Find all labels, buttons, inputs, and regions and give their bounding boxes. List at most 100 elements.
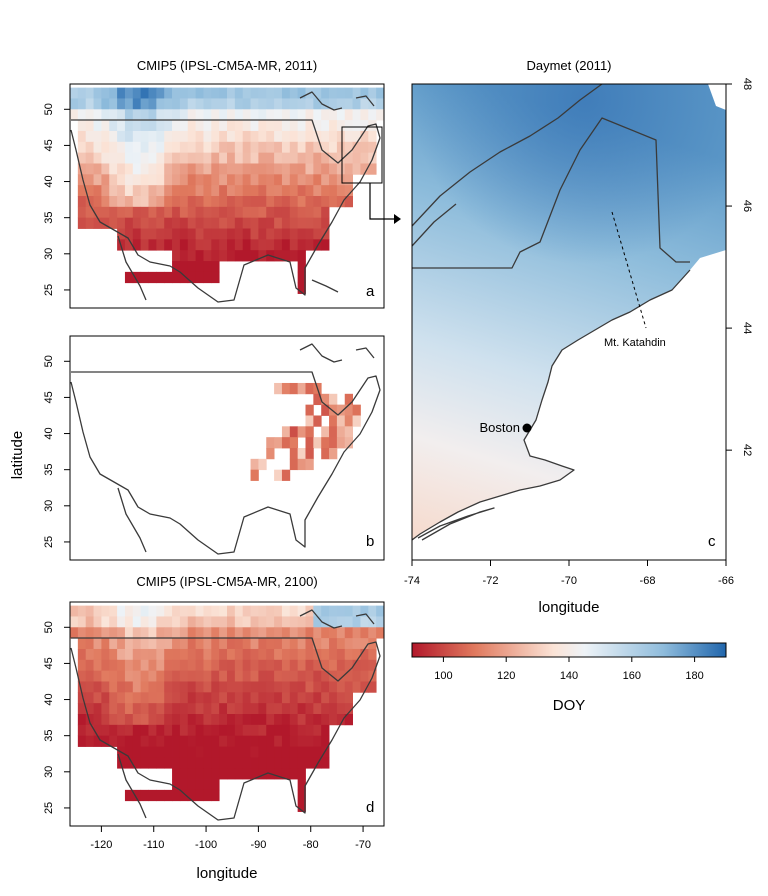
grid-cell [124, 163, 134, 175]
grid-cell [109, 185, 118, 197]
grid-cell [219, 163, 228, 175]
grid-cell [93, 616, 102, 628]
grid-cell [148, 141, 157, 154]
grid-cell [266, 703, 275, 715]
lat-tick-label: 25 [43, 284, 55, 296]
grid-cell [187, 605, 196, 617]
grid-cell [93, 627, 102, 639]
grid-cell [266, 130, 275, 143]
grid-cell [234, 670, 244, 682]
grid-cell [195, 605, 204, 617]
grid-cell [77, 681, 87, 693]
grid-cell [172, 217, 181, 229]
grid-cell [77, 87, 87, 99]
grid-cell [289, 627, 299, 639]
grid-cell [297, 605, 306, 617]
grid-cell [289, 426, 299, 438]
grid-cell [195, 746, 204, 758]
grid-cell [360, 659, 369, 672]
grid-cell [124, 141, 134, 154]
grid-cell [172, 638, 181, 650]
grid-cell [140, 605, 149, 617]
grid-cell [274, 250, 283, 262]
panel-c-longitude-axis-label: longitude [539, 599, 600, 616]
grid-cell [156, 130, 165, 143]
grid-cell [172, 239, 181, 251]
panel-a-frame [69, 83, 385, 309]
grid-cell [211, 152, 220, 164]
grid-cell [85, 627, 94, 639]
grid-cell [195, 239, 204, 251]
grid-cell [211, 746, 220, 758]
grid-cell [164, 228, 173, 240]
grid-cell [297, 228, 306, 240]
grid-cell [156, 174, 165, 186]
grid-cell [187, 627, 196, 639]
grid-cell [227, 98, 236, 110]
grid-cell [156, 703, 165, 715]
grid-cell [329, 185, 338, 197]
grid-cell [179, 239, 189, 251]
grid-cell [93, 605, 102, 617]
grid-cell [156, 109, 165, 121]
grid-cell [313, 141, 322, 154]
grid-cell [203, 98, 212, 110]
grid-cell [250, 458, 259, 471]
panel-a-inset-box [341, 126, 383, 184]
grid-cell [274, 648, 283, 661]
grid-cell [321, 120, 330, 132]
grid-cell [297, 714, 306, 726]
grid-cell [85, 152, 94, 164]
grid-cell [321, 437, 330, 449]
grid-cell [329, 616, 338, 628]
grid-cell [297, 659, 306, 672]
panel-c-title: Daymet (2011) [526, 58, 611, 73]
grid-cell [164, 174, 173, 186]
grid-cell [85, 703, 94, 715]
grid-cell [172, 185, 181, 197]
grid-cell [179, 714, 189, 726]
grid-cell [140, 789, 149, 802]
grid-cell [156, 141, 165, 154]
grid-cell [219, 692, 228, 704]
grid-cell [266, 735, 275, 747]
grid-cell [227, 768, 236, 780]
grid-cell [156, 185, 165, 197]
grid-cell [305, 98, 314, 110]
grid-cell [266, 228, 275, 240]
grid-cell [156, 648, 165, 661]
lat-tick-label: 50 [43, 355, 55, 367]
grid-cell [274, 141, 283, 154]
grid-cell [313, 87, 322, 99]
grid-cell [274, 206, 283, 219]
grid-cell [344, 404, 353, 416]
grid-cell [336, 437, 346, 449]
grid-cell [274, 703, 283, 715]
grid-cell [321, 627, 330, 639]
colorbar-tick-label: 140 [560, 670, 578, 682]
grid-cell [195, 659, 204, 672]
grid-cell [93, 724, 102, 737]
grid-cell [195, 185, 204, 197]
grid-cell [227, 703, 236, 715]
grid-cell [124, 789, 134, 802]
grid-cell [148, 120, 157, 132]
grid-cell [329, 627, 338, 639]
grid-cell [109, 638, 118, 650]
grid-cell [329, 130, 338, 143]
grid-cell [227, 735, 236, 747]
grid-cell [140, 638, 149, 650]
grid-cell [140, 757, 149, 769]
grid-cell [140, 692, 149, 704]
grid-cell [274, 87, 283, 99]
grid-cell [187, 779, 196, 791]
grid-cell [266, 174, 275, 186]
grid-cell [101, 735, 110, 747]
grid-cell [281, 196, 291, 208]
grid-cell [219, 109, 228, 121]
grid-cell [305, 217, 314, 229]
grid-cell [242, 681, 251, 693]
grid-cell [250, 185, 259, 197]
lat-tick-label: 25 [43, 536, 55, 548]
grid-cell [297, 109, 306, 121]
